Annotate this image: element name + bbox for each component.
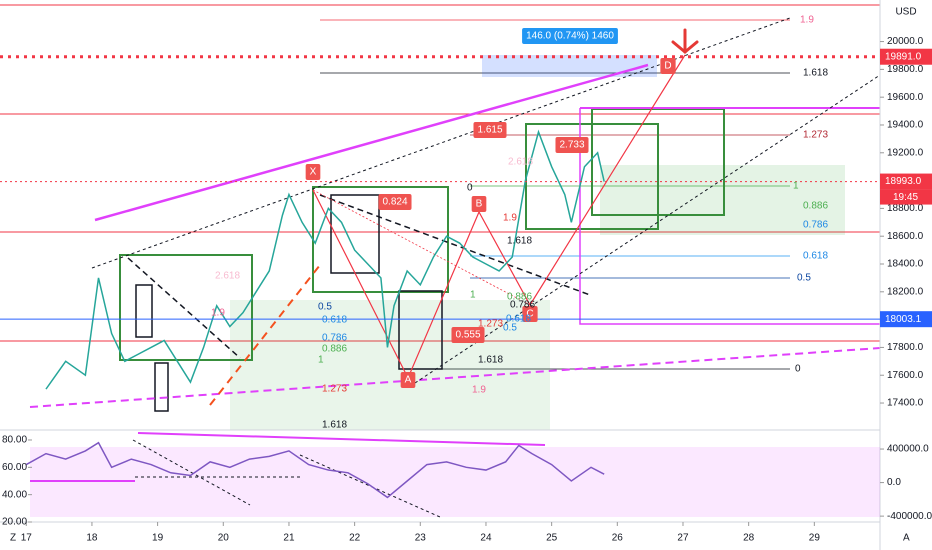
annotation: 0.886 [803,201,828,212]
annotation-box [400,372,416,388]
y-tick-label: 17600.0 [887,370,924,381]
x-tick-label: 22 [349,533,361,544]
annotation: D [664,61,671,72]
y-tick-label: 18600.0 [887,231,924,242]
y2-tick-label: 400000.0 [887,444,929,455]
annotation: 1 [318,355,324,366]
annotation: 0 [467,183,473,194]
corner-label: Z [10,533,16,544]
annotation: 146.0 (0.74%) 1460 [526,31,614,42]
annotation: 2.618 [508,157,533,168]
annotation: 1.9 [503,213,517,224]
y-tick-label: 20000.0 [887,36,924,47]
annotation: 1.9 [211,308,225,319]
annotation: 0.5 [503,323,517,334]
annotation: 1.618 [803,68,828,79]
x-tick-label: 20 [218,533,230,544]
y-tick-label: 17400.0 [887,398,924,409]
annotation: 0.618 [803,251,828,262]
price-label: 18003.1 [885,314,922,325]
annotation-box [555,137,589,153]
annotation: C [526,309,533,320]
annotation: 0.786 [322,333,347,344]
annotation: 1.9 [472,385,486,396]
x-tick-label: 18 [86,533,98,544]
currency: USD [895,7,916,18]
y-tick-label: 17800.0 [887,342,924,353]
y-tick-label: 19400.0 [887,120,924,131]
annotation: 0.786 [803,220,828,231]
annotation: B [476,199,483,210]
countdown: 19:45 [893,192,918,203]
corner-label: A [903,533,910,544]
annotation: 0.618 [506,314,531,325]
y-tick-label: 18200.0 [887,286,924,297]
price-label: 18993.0 [885,176,922,187]
annotation: 0.886 [322,344,347,355]
annotation: 0.786 [510,300,535,311]
annotation-box [451,327,485,343]
annotation: 1 [793,181,799,192]
y-tick-label: 60.00 [2,462,27,473]
x-tick-label: 29 [809,533,821,544]
x-tick-label: 27 [677,533,689,544]
annotation: 0.5 [797,273,811,284]
y-tick-label: 19200.0 [887,147,924,158]
annotation-box [522,306,538,322]
price-label: 19891.0 [885,51,922,62]
countdown-tag [880,189,932,205]
price-tag [880,48,932,65]
annotation: 1.615 [477,125,502,136]
price-line [45,129,605,390]
annotation: 1.273 [322,384,347,395]
y-tick-label: 80.00 [2,435,27,446]
y-tick-label: 19600.0 [887,92,924,103]
annotation: X [310,167,317,178]
annotation: 2.733 [559,140,584,151]
annotation: A [405,375,412,386]
y2-tick-label: -400000.0 [887,511,932,522]
annotation: 2.618 [215,271,240,282]
annotation: 0.5 [318,302,332,313]
x-tick-label: 23 [415,533,427,544]
annotation: 0.886 [507,292,532,303]
annotation-box [660,58,676,74]
x-tick-label: 25 [546,533,558,544]
y-tick-label: 40.00 [2,489,27,500]
annotation-box [473,122,507,138]
annotation-box [522,28,618,44]
y-tick-label: 19800.0 [887,64,924,75]
y-tick-label: 18800.0 [887,203,924,214]
annotation: 1.618 [478,355,503,366]
y-tick-label: 20.00 [2,517,27,528]
annotation-box [305,164,321,180]
annotation: 1.273 [478,319,503,330]
x-tick-label: 17 [21,533,33,544]
annotation: 1.618 [322,420,347,431]
annotation: 0.824 [382,197,407,208]
annotation-box [378,194,412,210]
price-line [25,441,605,499]
annotation-box [471,196,487,212]
y-tick-label: 18400.0 [887,259,924,270]
annotation: 0 [795,364,801,375]
annotation: 1 [470,290,476,301]
annotation: 1.273 [803,130,828,141]
x-tick-label: 19 [152,533,164,544]
annotation: 0.555 [455,330,480,341]
price-tag [880,173,932,190]
annotation: 1.9 [800,15,814,26]
x-tick-label: 28 [743,533,755,544]
x-tick-label: 24 [480,533,492,544]
annotation: 0.618 [322,315,347,326]
annotation: 1.618 [507,236,532,247]
drawings [0,0,881,550]
y2-tick-label: 0.0 [887,477,901,488]
x-tick-label: 21 [283,533,295,544]
x-tick-label: 26 [612,533,624,544]
price-tag [880,311,932,328]
